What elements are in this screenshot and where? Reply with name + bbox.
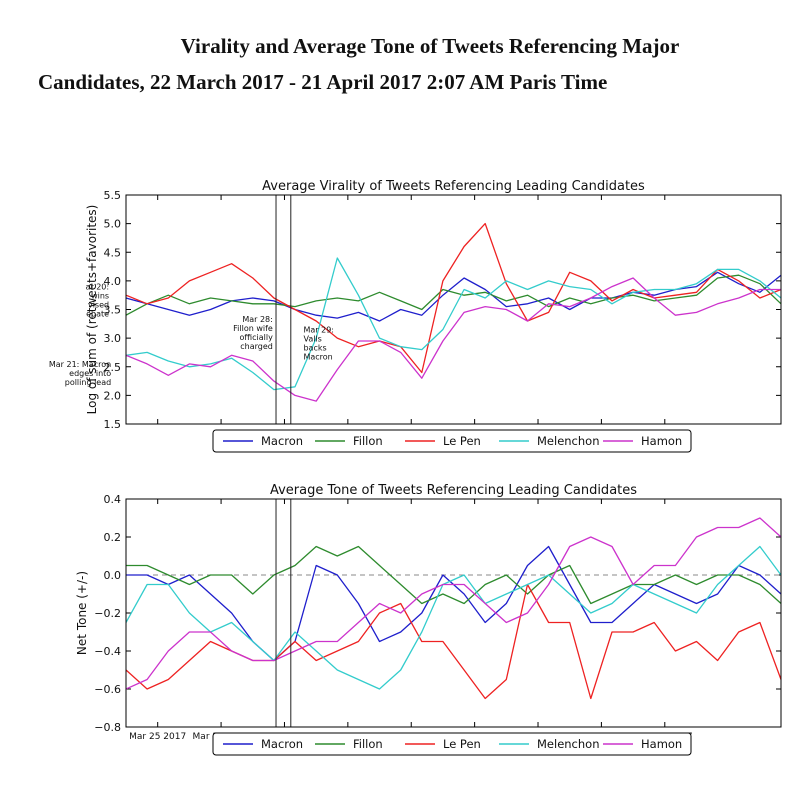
y-tick-label: −0.4 [94, 645, 121, 658]
legend-label: Hamon [641, 434, 682, 448]
legend-box [212, 732, 692, 756]
event-annotation: ar 20: wins vised ebate [85, 282, 109, 318]
legend-label: Melenchon [537, 737, 600, 751]
chart-title: Average Tone of Tweets Referencing Leadi… [270, 483, 637, 498]
event-annotation: Mar 28: Fillon wife officially charged [233, 315, 273, 351]
chart-title: Average Virality of Tweets Referencing L… [262, 179, 645, 194]
page-title-line-2: Candidates, 22 March 2017 - 21 April 201… [38, 70, 608, 94]
y-tick-label: 4.0 [104, 275, 122, 288]
legend-label: Macron [261, 737, 303, 751]
tone-chart: Average Tone of Tweets Referencing Leadi… [75, 483, 782, 756]
annotation-line: wins [91, 291, 109, 300]
legend-label: Hamon [641, 737, 682, 751]
annotation-line: edges into [69, 369, 111, 378]
y-tick-label: 4.5 [104, 246, 122, 259]
annotation-line: Macron [303, 352, 332, 361]
y-axis-label: Net Tone (+/-) [75, 571, 89, 655]
x-tick-label: Mar 25 2017 [129, 732, 186, 742]
annotation-line: Mar 21: Macron [49, 360, 111, 369]
plot-frame [125, 194, 782, 425]
annotation-line: ar 20: [85, 282, 109, 291]
y-tick-label: 1.5 [104, 418, 122, 431]
y-tick-label: −0.6 [94, 683, 121, 696]
plot-frame [125, 498, 782, 728]
y-tick-label: 3.0 [104, 332, 122, 345]
y-tick-label: −0.2 [94, 607, 121, 620]
annotation-line: charged [240, 342, 273, 351]
virality-chart: Average Virality of Tweets Referencing L… [49, 179, 782, 453]
event-annotation: Mar 29: Valls backs Macron [303, 325, 334, 361]
annotation-line: vised [88, 300, 109, 309]
series-line-macron [125, 271, 782, 322]
annotation-line: Mar 29: [303, 325, 334, 334]
annotation-line: backs [303, 343, 326, 352]
series-line-le-pen [125, 583, 782, 700]
legend: Macron Fillon Le Pen Melenchon Hamon [212, 732, 692, 756]
annotation-line: polling lead [65, 378, 111, 387]
y-tick-label: 0.0 [104, 569, 122, 582]
y-tick-label: 3.5 [104, 304, 122, 317]
legend: Macron Fillon Le Pen Melenchon Hamon [212, 429, 692, 453]
series-line-fillon [126, 545, 782, 605]
series-line-hamon [125, 277, 781, 402]
y-tick-label: 5.5 [104, 189, 122, 202]
series-line-fillon [125, 274, 782, 316]
legend-label: Le Pen [443, 434, 481, 448]
legend-label: Melenchon [537, 434, 600, 448]
y-tick-label: 0.2 [104, 531, 122, 544]
y-axis-label: Log of sum of (retweets+favorites) [85, 205, 99, 415]
annotation-line: Valls [303, 334, 321, 343]
event-annotation: Mar 21: Macron edges into polling lead [49, 360, 111, 387]
legend-box [212, 429, 692, 453]
legend-label: Fillon [353, 434, 383, 448]
series-line-macron [126, 545, 782, 662]
series-line-hamon [125, 517, 782, 690]
y-tick-label: 5.0 [104, 218, 122, 231]
y-tick-label: 2.5 [104, 361, 122, 374]
legend-label: Macron [261, 434, 303, 448]
y-tick-label: −0.8 [94, 721, 121, 734]
legend-label: Fillon [353, 737, 383, 751]
annotation-line: ebate [86, 309, 109, 318]
annotation-line: Mar 28: [242, 315, 273, 324]
page-title-line-1: Virality and Average Tone of Tweets Refe… [180, 34, 680, 58]
series-line-melenchon [125, 257, 782, 391]
legend-label: Le Pen [443, 737, 481, 751]
y-tick-label: 2.0 [104, 389, 122, 402]
series-line-melenchon [125, 545, 782, 690]
annotation-line: officially [240, 333, 274, 342]
y-tick-label: 0.4 [104, 493, 122, 506]
series-line-le-pen [125, 222, 782, 374]
annotation-line: Fillon wife [233, 324, 273, 333]
